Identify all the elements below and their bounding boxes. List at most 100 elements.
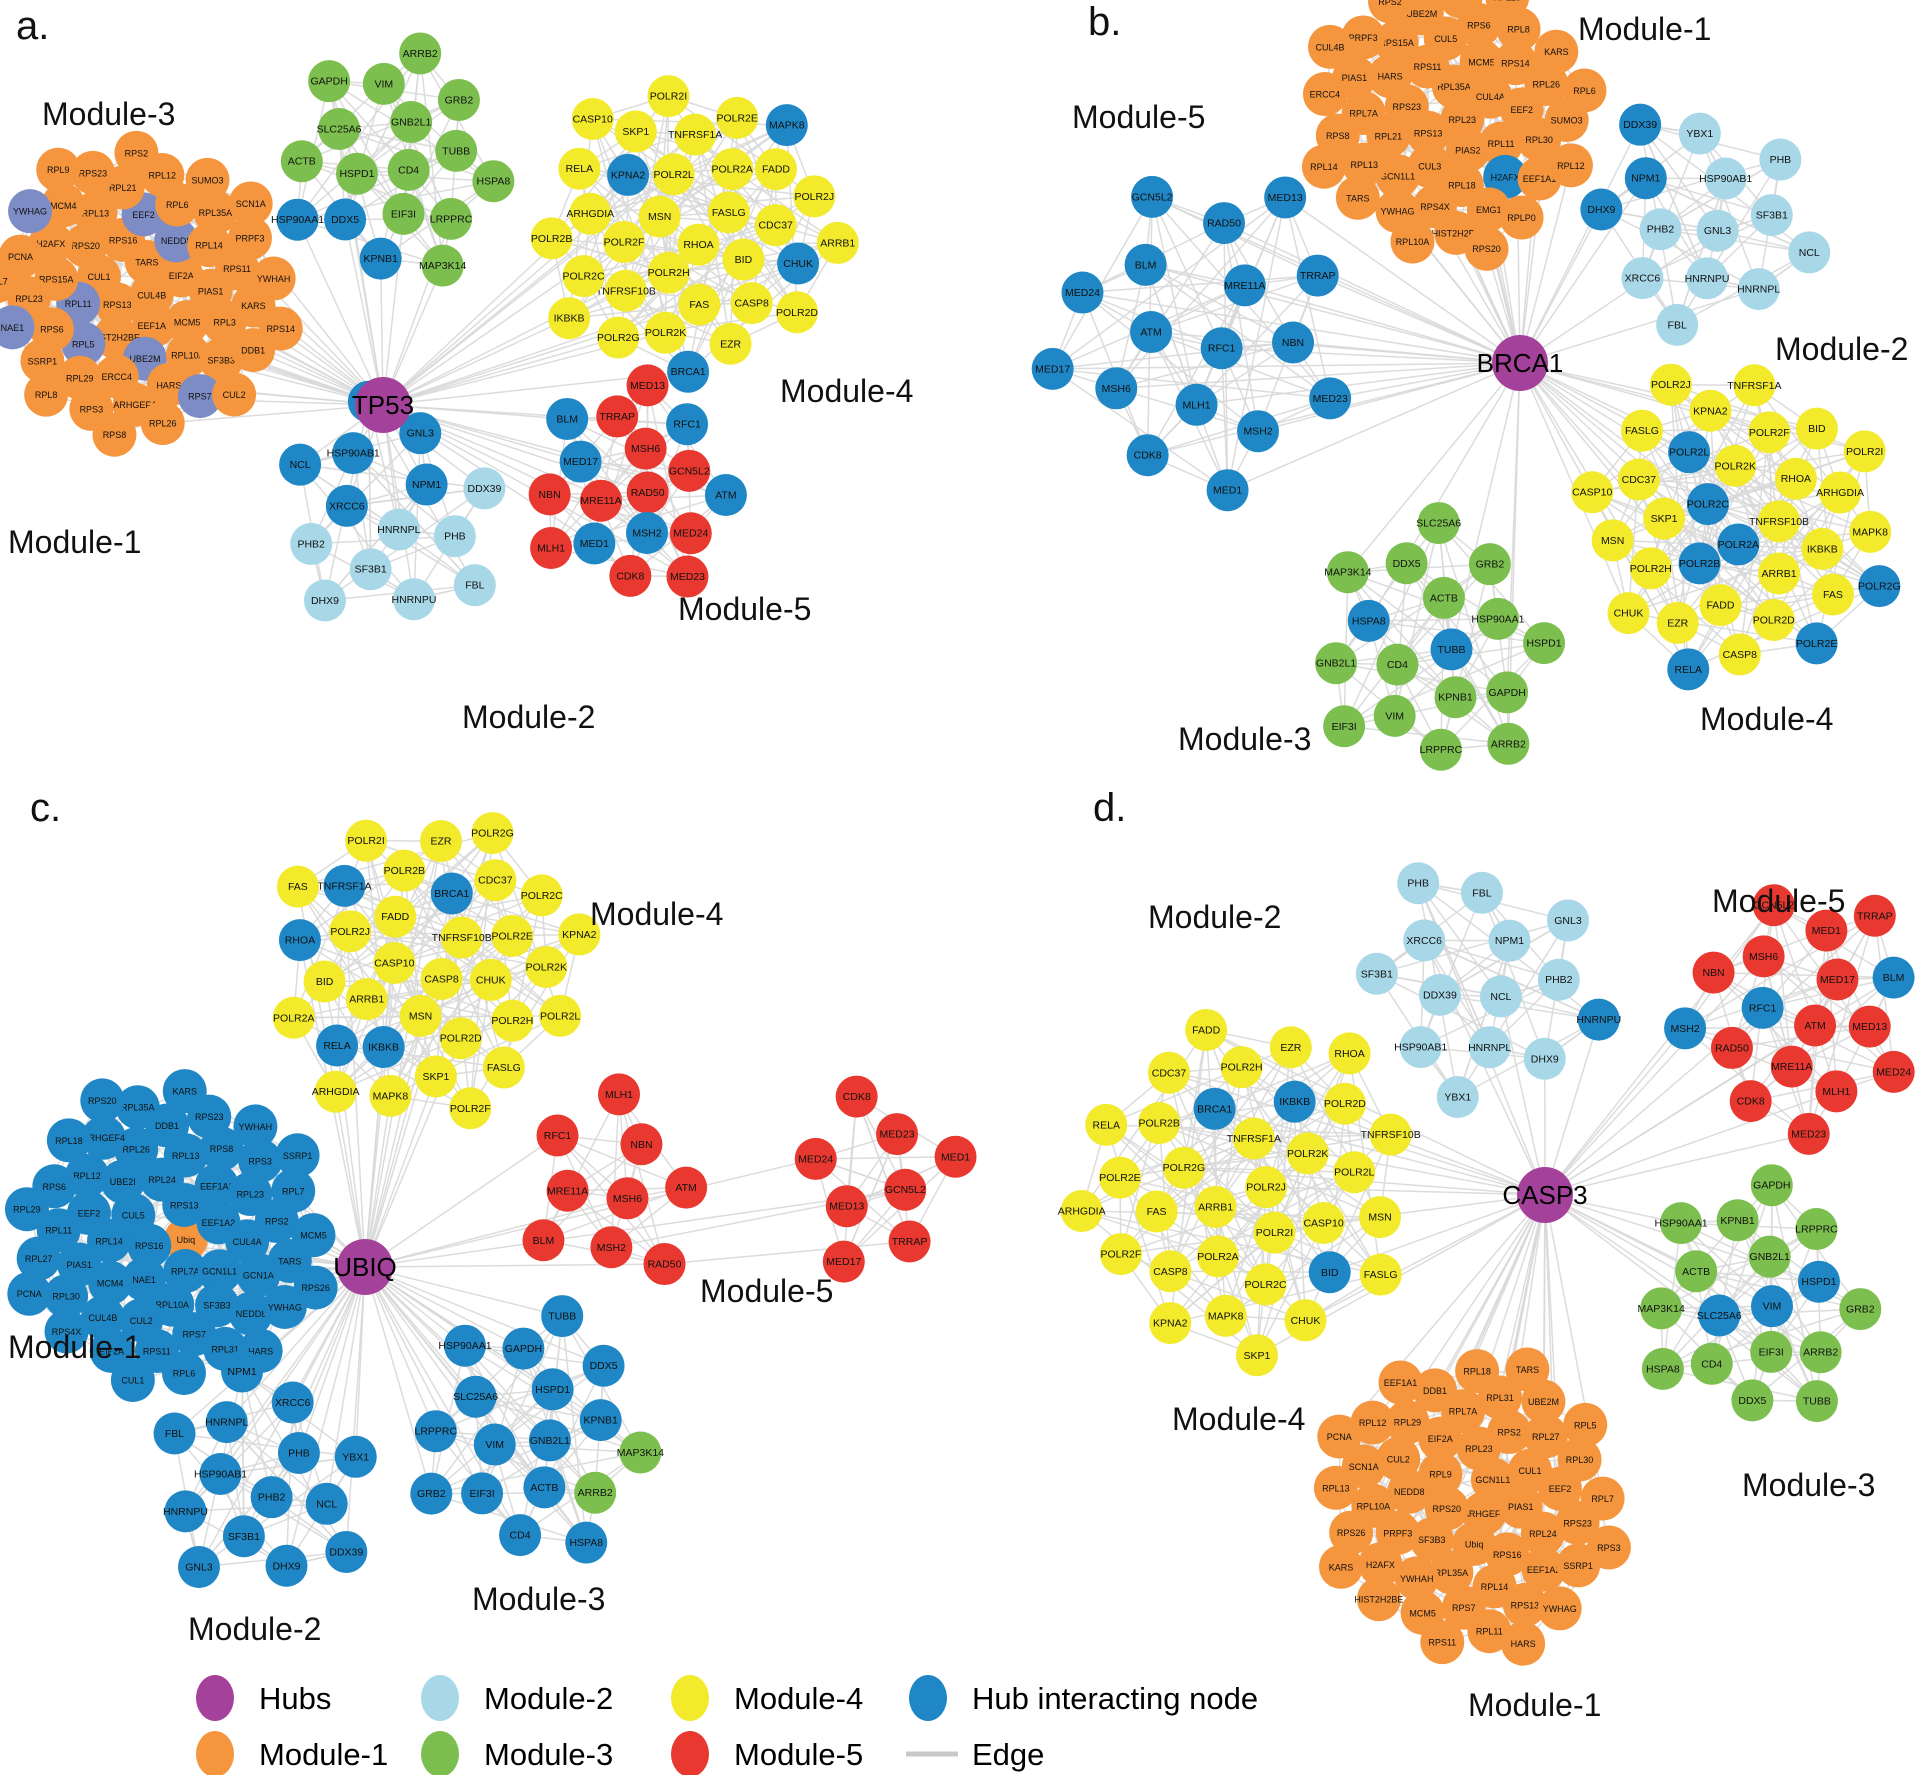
node-label: RHOA: [1334, 1048, 1364, 1060]
node-label: BID: [316, 976, 334, 988]
node-label: NBN: [1282, 337, 1304, 349]
node-label: CHUK: [783, 258, 813, 270]
node-label: RPS8: [1326, 131, 1350, 141]
node-label: RPL7A: [1449, 1407, 1478, 1417]
node-label: RPL8: [35, 390, 58, 400]
node-label: GCN5L2: [1132, 191, 1173, 203]
node-ACTB: [280, 140, 323, 183]
node-POLR2J: [1245, 1166, 1288, 1209]
node-HNRNPL: [205, 1401, 248, 1444]
hub-label: BRCA1: [1477, 348, 1564, 378]
node-label: CDC37: [478, 875, 513, 887]
node-label: MAP3K14: [1324, 567, 1371, 579]
node-TNFRSF10B: [1369, 1113, 1412, 1156]
node-label: MCM5: [1468, 57, 1495, 67]
node-label: RFC1: [673, 419, 701, 431]
node-label: RPL5: [1574, 1420, 1597, 1430]
node-label: NPM1: [228, 1366, 257, 1378]
node-FASLG: [1359, 1253, 1402, 1296]
node-label: RPS2: [265, 1217, 289, 1227]
node-label: FADD: [1192, 1024, 1220, 1036]
node-label: ARRB1: [1762, 568, 1797, 580]
node-label: YWHAG: [268, 1302, 302, 1312]
node-POLR2D: [1323, 1082, 1366, 1125]
panel-TP53: CD4 HSPD1 GNB2L1 EIF3I SLC25A6 TUBB DDX5 VIM LRP…: [0, 32, 859, 622]
node-KPNB1: [579, 1399, 622, 1442]
node-label: PCNA: [8, 252, 33, 262]
legend-label-edge: Edge: [972, 1737, 1044, 1772]
node-label: FBL: [465, 580, 484, 592]
node-label: CUL2: [1387, 1454, 1410, 1464]
node-label: RAD50: [1715, 1042, 1749, 1054]
node-RPS3: [238, 1138, 283, 1183]
node-label: MCM5: [174, 318, 201, 328]
node-label: RPS23: [195, 1112, 224, 1122]
node-RPL7A: [163, 1249, 208, 1294]
node-label: MRE11A: [1771, 1061, 1812, 1073]
node-GNL3: [399, 412, 442, 455]
node-label: RPL7A: [171, 1267, 200, 1277]
node-label: YBX1: [1686, 128, 1713, 140]
legend-label-hub: Hubs: [259, 1681, 331, 1716]
node-label: MED17: [563, 456, 598, 468]
node-label: PHB2: [1647, 224, 1675, 236]
node-label: GCN1L1: [1380, 172, 1415, 182]
node-label: PHB2: [297, 538, 325, 550]
node-ARRB2: [574, 1471, 617, 1514]
node-SF3B1: [349, 548, 392, 591]
node-TNFRSF1A: [1733, 364, 1776, 407]
node-PHB2: [1537, 958, 1580, 1001]
node-POLR2I: [1843, 430, 1886, 473]
node-label: MCM5: [300, 1231, 327, 1241]
node-label: CUL1: [1519, 1466, 1542, 1476]
node-MAPK8: [1849, 510, 1892, 553]
node-ARHGDIA: [1060, 1189, 1103, 1232]
node-GNB2L1: [1748, 1235, 1791, 1278]
legend-label-m5: Module-5: [734, 1737, 863, 1772]
legend-swatch-m5: [671, 1731, 709, 1775]
node-label: SCN1A: [1349, 1462, 1379, 1472]
node-label: RELA: [1675, 664, 1702, 676]
node-TRRAP: [888, 1220, 931, 1263]
node-DDX39: [1418, 973, 1461, 1016]
node-POLR2K: [1286, 1132, 1329, 1175]
node-label: TNFRSF1A: [1227, 1133, 1281, 1145]
node-POLR2I: [1253, 1211, 1296, 1254]
node-CDK8: [1729, 1080, 1772, 1123]
node-label: RPS3: [248, 1156, 272, 1166]
node-label: POLR2C: [563, 271, 605, 283]
node-label: RPS26: [301, 1283, 330, 1293]
node-POLR2C: [1244, 1263, 1287, 1306]
node-CD4: [1376, 643, 1419, 686]
node-POLR2F: [1748, 411, 1791, 454]
node-label: POLR2F: [1100, 1249, 1141, 1261]
node-label: HSP90AA1: [271, 214, 324, 226]
node-ERCC4: [1302, 72, 1347, 117]
node-MED1: [573, 522, 616, 565]
node-POLR2D: [1752, 599, 1795, 642]
node-label: FADD: [1706, 600, 1734, 612]
node-SLC25A6: [454, 1375, 497, 1418]
node-SF3B1: [1355, 952, 1398, 995]
node-NBN: [1272, 321, 1315, 364]
node-label: ERCC4: [1310, 90, 1341, 100]
node-HSPD1: [1797, 1260, 1840, 1303]
node-label: KPNA2: [1693, 405, 1728, 417]
legend-swatch-m4: [671, 1675, 709, 1721]
node-label: RHOA: [683, 239, 713, 251]
node-NPM1: [221, 1350, 264, 1393]
node-HSPD1: [335, 152, 378, 195]
node-label: RPL21: [109, 183, 137, 193]
node-label: SSRP1: [1563, 1561, 1593, 1571]
node-label: RPS2: [1378, 0, 1402, 7]
node-XRCC6: [1403, 919, 1446, 962]
node-EZR: [1269, 1026, 1312, 1069]
node-CHUK: [1607, 592, 1650, 635]
node-FASLG: [707, 191, 750, 234]
node-NCL: [305, 1482, 348, 1525]
node-VIM: [473, 1423, 516, 1466]
node-label: EEF1A2: [1527, 1565, 1561, 1575]
node-label: H2AFX: [1491, 172, 1520, 182]
node-CDC37: [754, 204, 797, 247]
node-label: HNRNPU: [392, 594, 437, 606]
